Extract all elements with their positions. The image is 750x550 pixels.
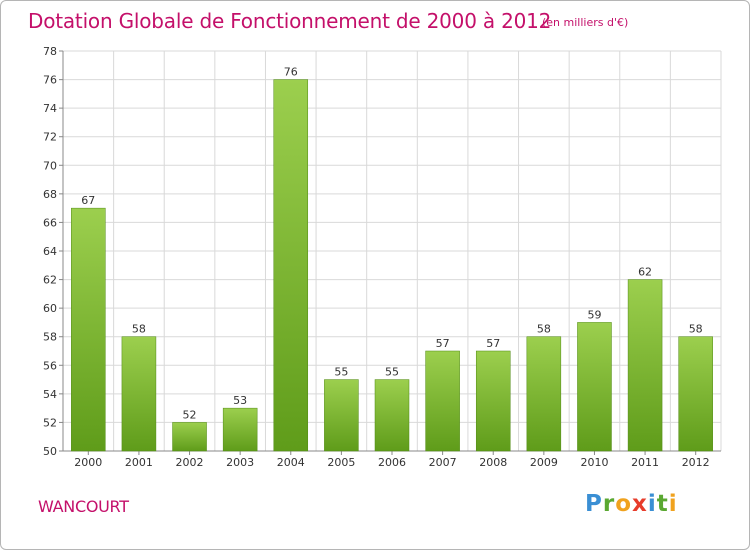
x-tick-label: 2000: [74, 456, 102, 469]
y-tick-label: 62: [43, 274, 57, 287]
x-tick-label: 2003: [226, 456, 254, 469]
commune-name: WANCOURT: [38, 497, 129, 516]
data-label: 62: [638, 266, 652, 279]
bar: [121, 336, 157, 452]
y-tick-label: 58: [43, 331, 57, 344]
x-tick-label: 2009: [530, 456, 558, 469]
y-tick-label: 66: [43, 216, 57, 229]
data-label: 58: [537, 323, 551, 336]
data-label: 59: [587, 308, 601, 321]
data-label: 58: [132, 323, 146, 336]
chart-subtitle: (en milliers d'€): [542, 16, 629, 29]
y-tick-label: 76: [43, 74, 57, 87]
y-tick-label: 52: [43, 416, 57, 429]
logo-letter: o: [615, 491, 633, 517]
y-tick-label: 64: [43, 245, 57, 258]
value-labels: 67 58 52 53 76 55 55 57 57 58 59 62 58: [81, 66, 702, 422]
x-tick-label: 2010: [580, 456, 608, 469]
bar: [273, 79, 309, 452]
bar: [678, 336, 713, 452]
bars: [71, 79, 713, 452]
logo-letter: x: [632, 491, 648, 517]
bar: [627, 279, 663, 452]
logo-letter: r: [602, 491, 616, 517]
x-tick-label: 2011: [631, 456, 659, 469]
bar: [577, 322, 612, 452]
bar: [374, 379, 410, 452]
axes: 50 52 54 56 58 60 62 64 66 68 70 72 74 76 78 2000 2001 20…: [43, 45, 721, 469]
data-label: 55: [385, 366, 399, 379]
y-tick-label: 68: [43, 188, 57, 201]
logo-letter: P: [585, 491, 603, 517]
proxiti-logo: Proxiti: [585, 491, 678, 517]
bar: [222, 407, 258, 452]
bar: [475, 350, 511, 452]
data-label: 55: [334, 366, 348, 379]
data-label: 57: [436, 337, 450, 350]
chart-title: Dotation Globale de Fonctionnement de 20…: [28, 9, 552, 33]
x-tick-label: 2012: [682, 456, 710, 469]
y-tick-label: 74: [43, 102, 57, 115]
x-tick-label: 2002: [176, 456, 204, 469]
y-tick-label: 70: [43, 159, 57, 172]
data-label: 52: [183, 408, 197, 421]
y-tick-label: 72: [43, 131, 57, 144]
logo-letter: t: [656, 491, 669, 517]
y-tick-label: 56: [43, 359, 57, 372]
data-label: 76: [284, 66, 298, 79]
x-tick-label: 2001: [125, 456, 153, 469]
bar: [172, 422, 207, 452]
bar: [425, 350, 460, 452]
logo-letter: i: [647, 491, 657, 517]
y-tick-label: 54: [43, 388, 57, 401]
x-tick-label: 2007: [429, 456, 457, 469]
data-label: 67: [81, 194, 95, 207]
x-tick-label: 2006: [378, 456, 406, 469]
x-tick-label: 2005: [327, 456, 355, 469]
bar: [71, 207, 106, 452]
bar: [526, 336, 562, 452]
data-label: 58: [689, 323, 703, 336]
data-label: 53: [233, 394, 247, 407]
data-label: 57: [486, 337, 500, 350]
y-tick-label: 60: [43, 302, 57, 315]
logo-letter: i: [668, 491, 678, 517]
x-tick-label: 2008: [479, 456, 507, 469]
bar: [324, 379, 359, 452]
y-tick-label: 78: [43, 45, 57, 58]
y-tick-label: 50: [43, 445, 57, 458]
x-tick-label: 2004: [277, 456, 305, 469]
